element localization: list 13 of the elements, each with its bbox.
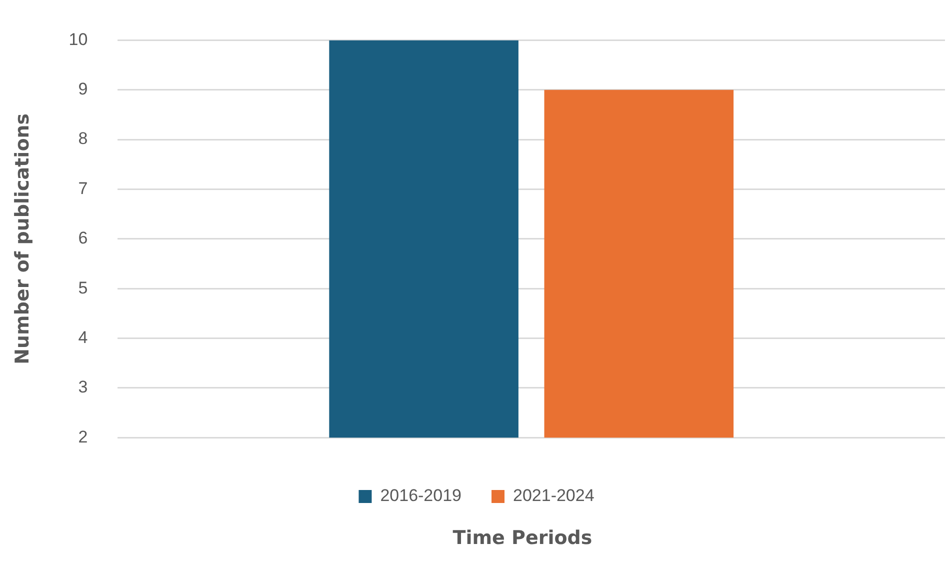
y-tick-label: 8 — [78, 129, 88, 148]
x-axis-title: Time Periods — [452, 527, 594, 549]
y-tick-label: 3 — [78, 378, 88, 397]
legend-label: 2021-2024 — [513, 486, 594, 506]
y-tick-label: 5 — [78, 278, 88, 298]
legend-label: 2016-2019 — [380, 486, 462, 506]
y-tick-label: 6 — [78, 228, 88, 248]
y-tick-label: 7 — [78, 178, 88, 198]
y-tick-label: 4 — [78, 328, 88, 347]
y-tick-label: 10 — [68, 30, 88, 49]
y-tick-label: 2 — [78, 427, 88, 446]
y-axis-title: Number of publications — [11, 113, 34, 364]
y-tick-label: 9 — [78, 80, 88, 99]
